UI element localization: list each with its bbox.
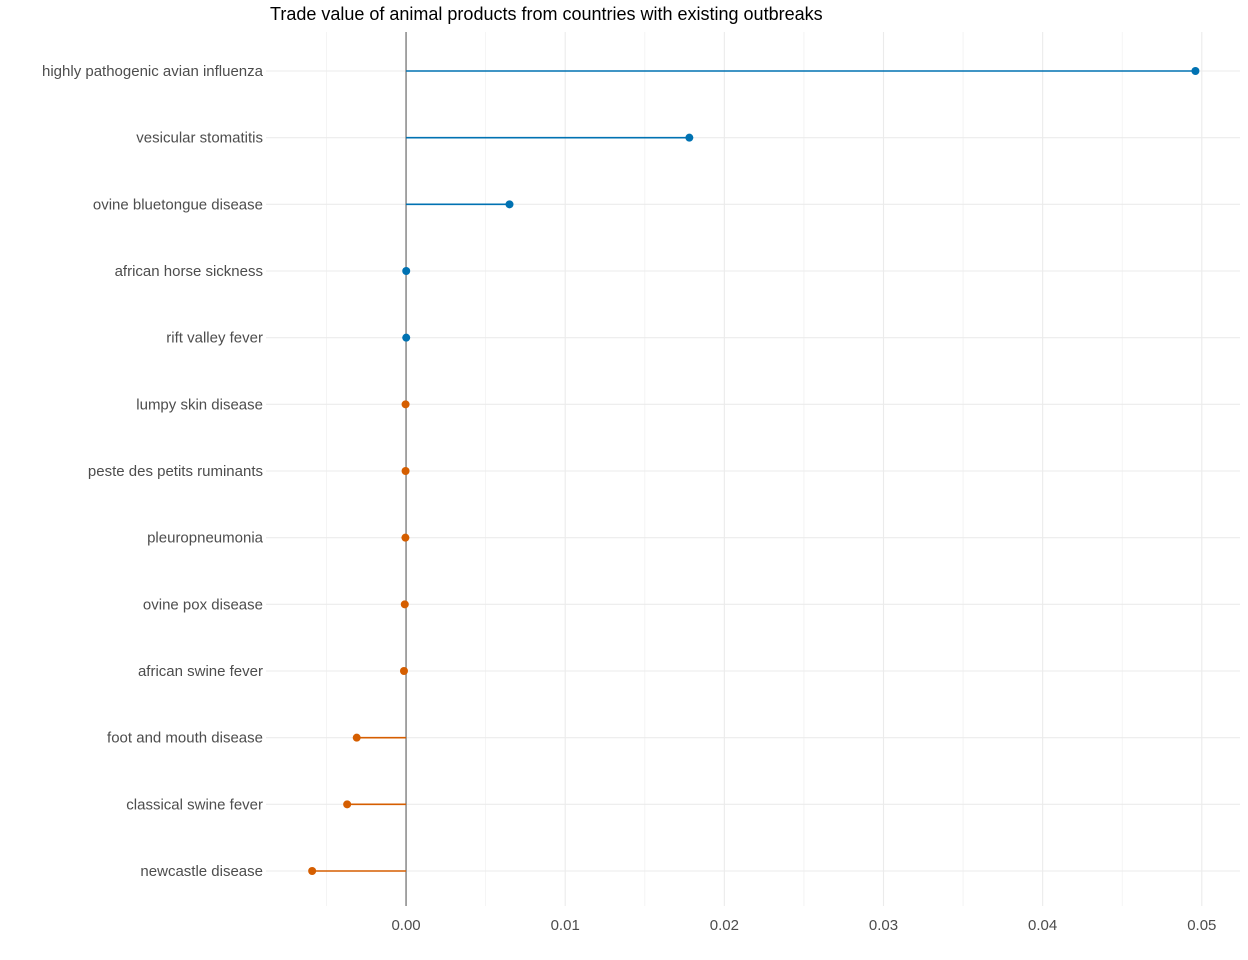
x-axis-tick-labels: 0.00 0.01 0.02 0.03 0.04 0.05 (391, 917, 1216, 934)
lollipop-point (402, 333, 411, 342)
grid (266, 32, 1240, 906)
y-tick-label: foot and mouth disease (107, 730, 263, 747)
y-tick-label: highly pathogenic avian influenza (42, 63, 264, 80)
y-tick-label: classical swine fever (126, 796, 263, 813)
lollipop-point (400, 600, 409, 609)
lollipop-point (401, 400, 410, 409)
data-marks (308, 67, 1200, 875)
y-tick-label: pleuropneumonia (147, 530, 264, 547)
y-tick-label: african horse sickness (115, 263, 263, 280)
lollipop-point (308, 867, 317, 875)
lollipop-point (402, 267, 411, 275)
y-tick-label: african swine fever (138, 663, 263, 680)
lollipop-point (505, 200, 514, 209)
x-tick-label: 0.04 (1028, 917, 1057, 934)
lollipop-point (1191, 67, 1200, 75)
chart-title: Trade value of animal products from coun… (270, 4, 823, 24)
x-tick-label: 0.05 (1187, 917, 1216, 934)
lollipop-point (352, 733, 361, 742)
lollipop-point (401, 533, 410, 542)
y-tick-label: lumpy skin disease (136, 396, 263, 413)
y-tick-label: vesicular stomatitis (136, 130, 263, 147)
lollipop-point (685, 133, 694, 142)
y-tick-label: peste des petits ruminants (88, 463, 263, 480)
y-axis-labels: highly pathogenic avian influenza vesicul… (42, 63, 264, 880)
lollipop-point (399, 667, 408, 675)
x-tick-label: 0.03 (869, 917, 898, 934)
x-tick-label: 0.02 (710, 917, 739, 934)
y-tick-label: ovine pox disease (143, 596, 263, 613)
y-tick-label: ovine bluetongue disease (93, 196, 263, 213)
lollipop-point (343, 800, 352, 809)
y-tick-label: newcastle disease (140, 863, 263, 880)
y-tick-label: rift valley fever (166, 330, 263, 347)
lollipop-point (401, 467, 410, 475)
x-tick-label: 0.00 (391, 917, 420, 934)
x-tick-label: 0.01 (551, 917, 580, 934)
